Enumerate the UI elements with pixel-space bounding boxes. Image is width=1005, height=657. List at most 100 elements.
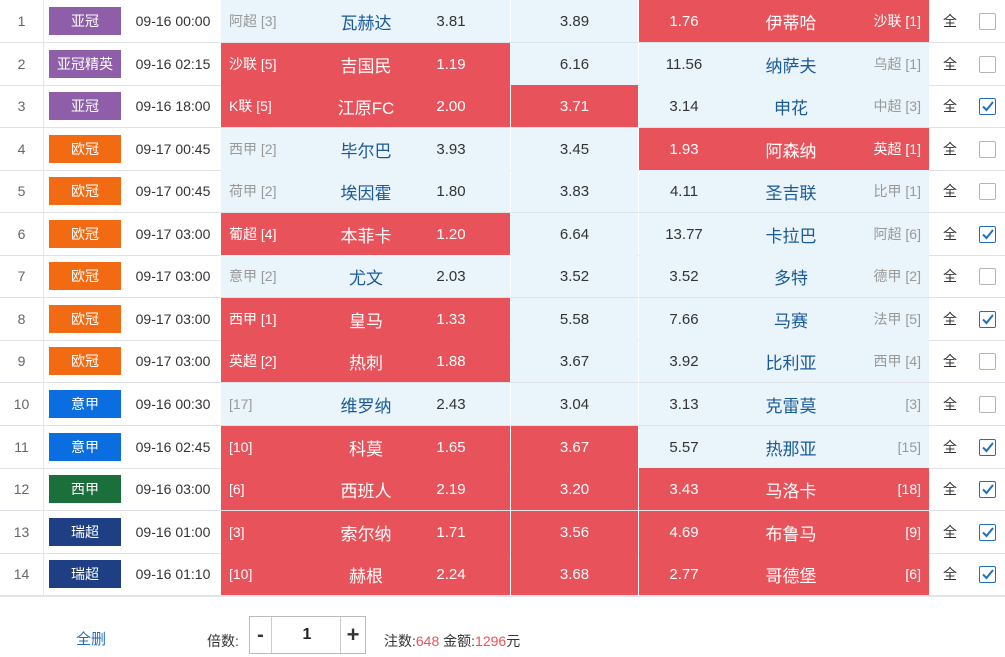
away-win-option[interactable]: 1.76 伊蒂哈 沙联 [1] xyxy=(639,0,929,42)
away-win-option[interactable]: 4.11 圣吉联 比甲 [1] xyxy=(639,170,929,212)
away-win-option[interactable]: 1.93 阿森纳 英超 [1] xyxy=(639,128,929,170)
match-time: 09-16 03:00 xyxy=(135,481,211,497)
league-badge[interactable]: 欧冠 xyxy=(49,305,121,333)
home-team: 尤文 xyxy=(349,268,383,288)
draw-option[interactable]: 3.71 xyxy=(511,85,638,127)
multiplier-input[interactable]: 1 xyxy=(302,626,312,643)
select-all-button[interactable]: 全 xyxy=(943,141,957,157)
home-win-option[interactable]: [3] 索尔纳 1.71 xyxy=(221,511,510,553)
draw-option[interactable]: 3.68 xyxy=(511,553,638,595)
select-all-button[interactable]: 全 xyxy=(943,268,957,284)
away-win-option[interactable]: 4.69 布鲁马 [9] xyxy=(639,511,929,553)
draw-odds: 6.16 xyxy=(559,55,590,73)
draw-option[interactable]: 3.04 xyxy=(511,383,638,425)
draw-option[interactable]: 3.67 xyxy=(511,340,638,382)
league-badge[interactable]: 瑞超 xyxy=(49,560,121,588)
league-badge[interactable]: 亚冠精英 xyxy=(49,50,121,78)
row-checkbox[interactable] xyxy=(979,55,996,73)
league-badge[interactable]: 亚冠 xyxy=(49,92,121,120)
draw-option[interactable]: 6.16 xyxy=(511,43,638,85)
home-win-option[interactable]: [17] 维罗纳 2.43 xyxy=(221,383,510,425)
draw-option[interactable]: 6.64 xyxy=(511,213,638,255)
row-checkbox[interactable] xyxy=(979,140,996,158)
checkbox-cell xyxy=(970,85,1005,127)
row-checkbox[interactable] xyxy=(979,438,996,456)
row-number: 7 xyxy=(0,255,44,297)
select-all-button[interactable]: 全 xyxy=(943,13,957,29)
row-checkbox[interactable] xyxy=(979,267,996,285)
select-all-button[interactable]: 全 xyxy=(943,566,957,582)
home-win-option[interactable]: 西甲 [2] 毕尔巴 3.93 xyxy=(221,128,510,170)
row-checkbox[interactable] xyxy=(979,310,996,328)
away-win-option[interactable]: 11.56 纳萨夫 乌超 [1] xyxy=(639,43,929,85)
draw-option[interactable]: 3.56 xyxy=(511,511,638,553)
league-badge[interactable]: 欧冠 xyxy=(49,347,121,375)
check-icon xyxy=(981,527,994,538)
row-checkbox[interactable] xyxy=(979,225,996,243)
select-all-button[interactable]: 全 xyxy=(943,524,957,540)
increase-button[interactable]: + xyxy=(340,617,365,653)
home-odds: 1.65 xyxy=(436,438,466,456)
league-badge[interactable]: 欧冠 xyxy=(49,177,121,205)
league-cell: 亚冠精英 xyxy=(44,43,126,85)
league-badge[interactable]: 欧冠 xyxy=(49,135,121,163)
select-all-button[interactable]: 全 xyxy=(943,353,957,369)
away-win-option[interactable]: 13.77 卡拉巴 阿超 [6] xyxy=(639,213,929,255)
select-all-button[interactable]: 全 xyxy=(943,396,957,412)
league-badge[interactable]: 亚冠 xyxy=(49,7,121,35)
select-all-button[interactable]: 全 xyxy=(943,226,957,242)
league-badge[interactable]: 欧冠 xyxy=(49,262,121,290)
table-row: 14 瑞超 09-16 01:10 [10] 赫根 2.24 3.68 2.77 哥德堡 [6] 全 xyxy=(0,553,1005,596)
home-win-option[interactable]: 荷甲 [2] 埃因霍 1.80 xyxy=(221,170,510,212)
away-win-option[interactable]: 3.52 多特 德甲 [2] xyxy=(639,255,929,297)
away-win-option[interactable]: 3.43 马洛卡 [18] xyxy=(639,468,929,510)
select-all-button[interactable]: 全 xyxy=(943,56,957,72)
home-win-option[interactable]: 葡超 [4] 本菲卡 1.20 xyxy=(221,213,510,255)
away-win-option[interactable]: 2.77 哥德堡 [6] xyxy=(639,553,929,595)
row-checkbox[interactable] xyxy=(979,12,996,30)
select-all-button[interactable]: 全 xyxy=(943,98,957,114)
away-win-option[interactable]: 3.14 申花 中超 [3] xyxy=(639,85,929,127)
select-all-button[interactable]: 全 xyxy=(943,481,957,497)
row-checkbox[interactable] xyxy=(979,565,996,583)
draw-option[interactable]: 3.83 xyxy=(511,170,638,212)
away-win-option[interactable]: 3.13 克雷莫 [3] xyxy=(639,383,929,425)
row-checkbox[interactable] xyxy=(979,97,996,115)
row-checkbox[interactable] xyxy=(979,182,996,200)
draw-option[interactable]: 3.45 xyxy=(511,128,638,170)
decrease-button[interactable]: - xyxy=(250,617,272,653)
league-badge[interactable]: 意甲 xyxy=(49,390,121,418)
home-win-option[interactable]: K联 [5] 江原FC 2.00 xyxy=(221,85,510,127)
league-badge[interactable]: 欧冠 xyxy=(49,220,121,248)
away-win-option[interactable]: 3.92 比利亚 西甲 [4] xyxy=(639,340,929,382)
select-all-button[interactable]: 全 xyxy=(943,183,957,199)
home-win-option[interactable]: 英超 [2] 热刺 1.88 xyxy=(221,340,510,382)
row-checkbox[interactable] xyxy=(979,352,996,370)
draw-odds: 3.20 xyxy=(559,480,590,498)
home-win-option[interactable]: [6] 西班人 2.19 xyxy=(221,468,510,510)
home-win-option[interactable]: 阿超 [3] 瓦赫达 3.81 xyxy=(221,0,510,42)
home-win-option[interactable]: [10] 赫根 2.24 xyxy=(221,553,510,595)
select-all-button[interactable]: 全 xyxy=(943,439,957,455)
row-checkbox[interactable] xyxy=(979,480,996,498)
draw-option[interactable]: 3.89 xyxy=(511,0,638,42)
row-checkbox[interactable] xyxy=(979,395,996,413)
clear-all-link[interactable]: 全删 xyxy=(76,631,107,648)
home-win-option[interactable]: [10] 科莫 1.65 xyxy=(221,426,510,468)
select-all-button[interactable]: 全 xyxy=(943,311,957,327)
home-win-option[interactable]: 沙联 [5] 吉国民 1.19 xyxy=(221,43,510,85)
away-win-option[interactable]: 7.66 马赛 法甲 [5] xyxy=(639,298,929,340)
draw-option[interactable]: 5.58 xyxy=(511,298,638,340)
home-win-option[interactable]: 意甲 [2] 尤文 2.03 xyxy=(221,255,510,297)
draw-option[interactable]: 3.67 xyxy=(511,426,638,468)
home-win-option[interactable]: 西甲 [1] 皇马 1.33 xyxy=(221,298,510,340)
draw-option[interactable]: 3.52 xyxy=(511,255,638,297)
row-checkbox[interactable] xyxy=(979,523,996,541)
league-badge[interactable]: 瑞超 xyxy=(49,518,121,546)
league-badge[interactable]: 西甲 xyxy=(49,475,121,503)
league-badge[interactable]: 意甲 xyxy=(49,433,121,461)
away-team: 阿森纳 xyxy=(765,141,817,161)
away-win-option[interactable]: 5.57 热那亚 [15] xyxy=(639,426,929,468)
away-odds: 4.11 xyxy=(669,182,699,200)
draw-option[interactable]: 3.20 xyxy=(511,468,638,510)
